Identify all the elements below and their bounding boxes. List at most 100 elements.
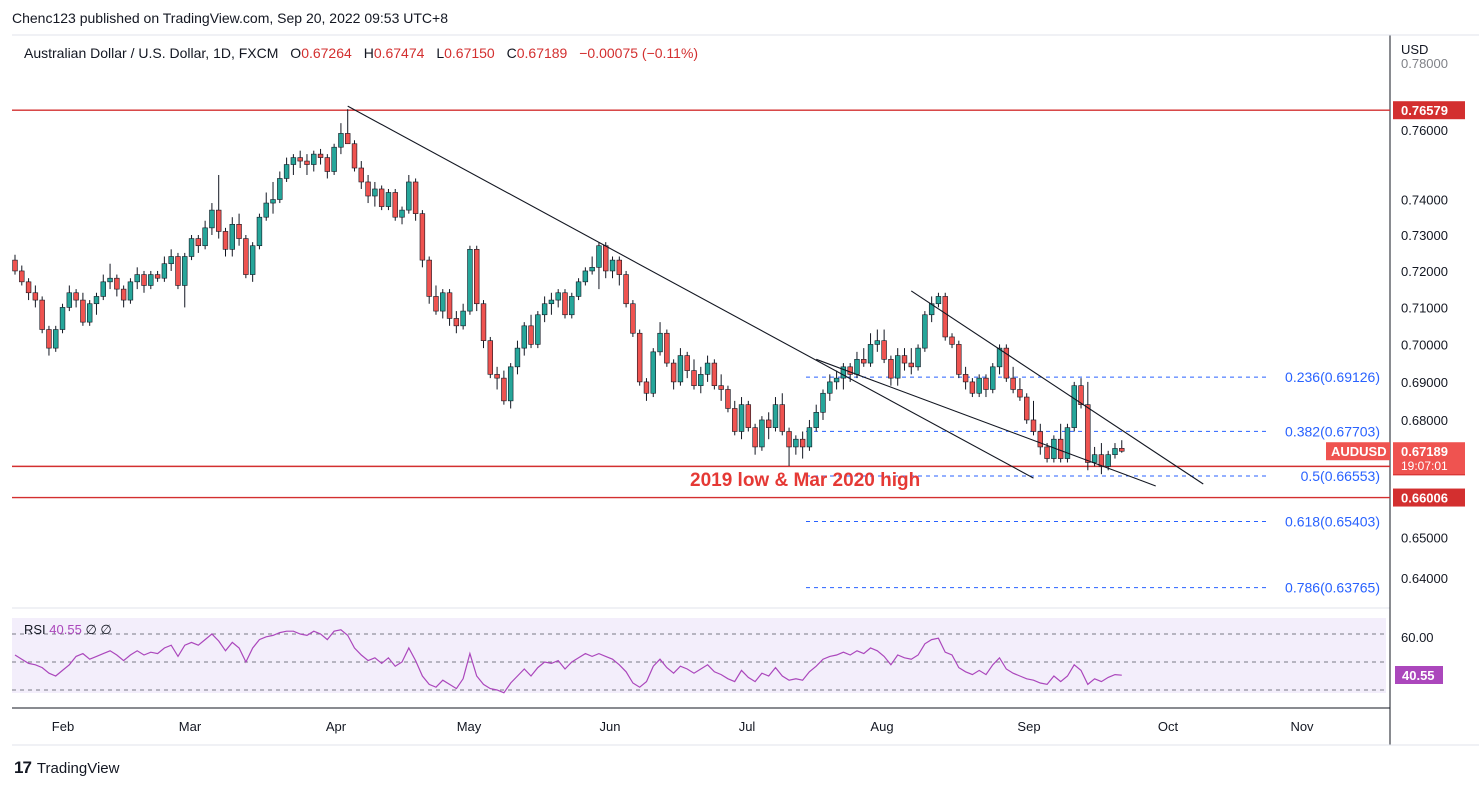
support-2-price-tag-bg [1393,488,1465,507]
trendline[interactable] [910,290,1204,485]
candle-body [399,209,405,218]
price-tick-label: 0.73000 [1401,228,1448,243]
rsi-label: RSI [24,622,46,637]
horizontal-levels[interactable] [12,109,1390,499]
bar-countdown: 19:07:01 [1401,459,1448,473]
candle-body [311,153,317,165]
candle-body [440,292,446,312]
rsi-value-tag [1395,666,1443,684]
rsi-legend[interactable]: RSI 40.55 ∅ ∅ [24,622,112,638]
candle-body [338,133,344,148]
candle-body [365,181,371,197]
high-label: H [363,45,374,61]
candle-body [1112,448,1118,455]
candle-body [942,296,948,338]
change-value: −0.00075 (−0.11%) [579,45,699,61]
candle-body [1071,385,1077,428]
low-label: L [436,45,445,61]
time-tick-label: Apr [326,719,347,734]
price-tick-label: 0.65000 [1401,531,1448,546]
fib-level-label: 0.5(0.66553) [1301,468,1380,484]
candle-body [745,404,752,428]
last-price-tag-bg [1393,442,1465,475]
candle-body [691,370,697,386]
fibonacci-levels[interactable]: 0.236(0.69126) 0.382(0.67703) 0.5(0.66553)… [806,369,1384,596]
candle-body [732,408,738,432]
candle-body [894,355,901,379]
price-axis-top-tick: 0.78000 [1401,56,1448,71]
rsi-extra-1: ∅ [85,622,97,637]
candle-body [867,344,874,364]
price-tick-label: 0.70000 [1401,337,1448,352]
rsi-axis-tick: 60.00 [1401,630,1434,645]
trendline[interactable] [347,105,1034,479]
symbol-name[interactable]: Australian Dollar / U.S. Dollar, 1D, FXC… [24,45,279,61]
candle-body [609,259,616,272]
candle-body [990,366,996,390]
candle-body [949,336,955,345]
candle-body [507,366,514,402]
candle-body [480,303,487,341]
resistance-price-tag: 0.76579 [1401,103,1448,118]
footer-brand[interactable]: 17 TradingView [14,758,119,778]
open-value: 0.67264 [301,45,352,61]
candle-body [569,296,575,316]
candle-body [474,249,480,305]
candle-body [670,362,677,383]
candle-body [806,427,813,448]
candle-body [799,438,806,448]
candle-body [283,164,290,179]
rsi-extra-2: ∅ [100,622,112,637]
candle-body [861,359,867,364]
fib-level-label: 0.236(0.69126) [1285,369,1380,385]
candle-body [718,385,724,390]
candle-body [222,231,229,250]
candle-body [630,303,636,334]
candle-body [154,274,161,279]
candle-body [521,325,527,349]
time-tick-label: Oct [1158,719,1179,734]
candle-body [969,381,976,394]
candle-body [188,238,195,257]
candle-body [345,133,351,145]
price-tick-label: 0.76000 [1401,123,1448,138]
candle-body [487,340,493,375]
candle-body [453,318,460,327]
support-2-price-tag: 0.66006 [1401,491,1448,506]
candle-body [358,167,364,183]
low-value: 0.67150 [444,45,495,61]
candle-body [793,438,799,448]
trendline[interactable] [816,358,1156,487]
candle-body [86,303,93,323]
candle-body [148,274,154,286]
candle-body [39,299,45,330]
candle-body [406,181,412,211]
candle-body [738,404,745,432]
candle-body [467,249,473,312]
candles [12,109,1125,475]
price-tick-label: 0.69000 [1401,375,1448,390]
candle-body [446,292,453,319]
support-zone-annotation[interactable]: 2019 low & Mar 2020 high [690,470,920,491]
candle-body [46,329,52,349]
publisher-caption: Chenc123 published on TradingView.com, S… [12,10,448,26]
trendlines[interactable] [347,105,1204,487]
candle-body [575,281,582,297]
candle-body [555,292,561,301]
candle-body [901,355,908,364]
candle-body [324,157,331,172]
rsi-value-tag-text: 40.55 [1402,668,1435,683]
candle-body [888,359,894,379]
rsi-bands [12,633,1386,691]
candle-body [134,274,140,283]
candle-body [277,178,283,200]
candle-body [256,216,263,247]
price-axis[interactable]: USD 0.78000 0.76000 0.74000 0.73000 0.72000… [1401,42,1448,586]
time-axis[interactable]: Feb Mar Apr May Jun Jul Aug Sep Oct Nov [52,719,1314,734]
candle-body [161,263,168,279]
candle-body [107,277,113,283]
candle-body [12,259,18,272]
candle-body [216,209,222,232]
candle-body [976,377,982,394]
